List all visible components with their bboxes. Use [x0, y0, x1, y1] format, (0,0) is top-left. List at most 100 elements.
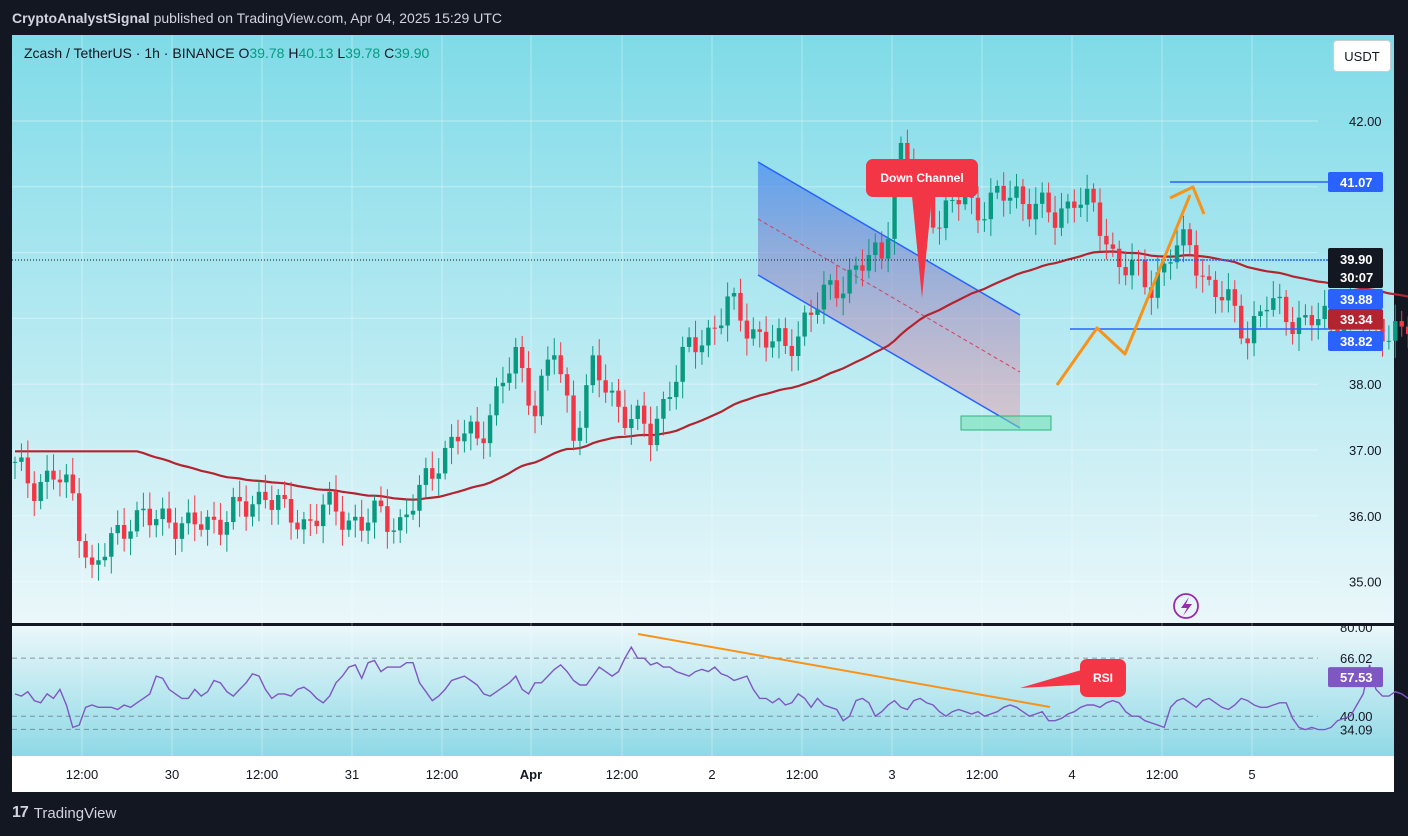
rsi-level-label: 80.00: [1340, 620, 1373, 635]
candle-body: [597, 355, 602, 381]
candle-body: [1213, 279, 1218, 297]
candle-body: [243, 501, 249, 517]
candle-body: [449, 436, 454, 448]
candle-body: [109, 533, 114, 557]
time-tick-label: 3: [888, 767, 895, 782]
channel-upper-line: [757, 161, 1021, 316]
candle-body: [706, 327, 711, 346]
candle-body: [404, 514, 409, 518]
candle-body: [44, 470, 50, 482]
candle-body: [1072, 201, 1077, 208]
resistance-price-label-badge: [1328, 172, 1383, 192]
publish-info: published on TradingView.com, Apr 04, 20…: [153, 10, 503, 26]
candle-body: [789, 345, 795, 357]
candle-body: [372, 500, 377, 523]
candle-body: [654, 418, 660, 446]
candle-body: [481, 438, 486, 444]
candle-body: [892, 187, 897, 239]
candle-body: [423, 468, 429, 485]
candle-body: [57, 479, 63, 483]
tradingview-logo-icon[interactable]: 17: [12, 804, 29, 821]
candle-body: [808, 312, 814, 315]
time-tick-label: 12:00: [426, 767, 459, 782]
currency-button[interactable]: USDT: [1333, 40, 1391, 72]
candle-body: [1258, 311, 1263, 317]
candle-body: [1399, 321, 1404, 327]
candle-body: [160, 508, 165, 520]
candle-body: [1393, 321, 1398, 341]
candle-body: [83, 540, 88, 558]
candle-body: [410, 510, 416, 515]
high-label: H: [288, 45, 299, 61]
price-tick-label: 35.00: [1349, 575, 1382, 590]
candle-body: [982, 219, 987, 221]
candle-body: [346, 520, 352, 530]
candle-body: [205, 516, 210, 530]
candle-body: [269, 500, 274, 510]
candle-body: [475, 421, 480, 439]
candle-body: [783, 328, 788, 346]
candle-body: [353, 516, 358, 521]
candle-body: [776, 328, 782, 342]
candle-body: [256, 491, 262, 505]
candle-body: [1219, 296, 1225, 301]
footer-brand[interactable]: TradingView: [33, 804, 117, 822]
candle-body: [1014, 186, 1019, 198]
candle-body: [1007, 197, 1013, 201]
candle-body: [1155, 272, 1160, 298]
candle-body: [796, 336, 801, 357]
candle-body: [186, 512, 191, 524]
time-tick-label: 12:00: [966, 767, 999, 782]
candle-body: [32, 483, 37, 502]
current-price-badge: [1328, 248, 1383, 288]
candle-body: [500, 382, 506, 387]
candle-body: [320, 504, 326, 527]
candle-body: [840, 293, 846, 299]
publisher-name[interactable]: CryptoAnalystSignal: [12, 10, 150, 26]
time-tick-label: 12:00: [246, 767, 279, 782]
candle-body: [1322, 305, 1327, 320]
price-tick-label: 38.00: [1349, 377, 1382, 392]
candle-body: [263, 491, 268, 501]
support-zone: [960, 415, 1052, 431]
candle-body: [327, 491, 332, 505]
rsi-callout-pointer: [1020, 666, 1095, 688]
candle-body: [218, 519, 223, 535]
candle-body: [1296, 317, 1302, 335]
rsi-line: [14, 645, 1408, 731]
down-channel: [757, 161, 1052, 431]
candle-body: [564, 374, 570, 396]
candle-body: [38, 481, 43, 502]
candle-body: [1052, 212, 1058, 228]
time-tick-label: 4: [1068, 767, 1075, 782]
symbol-name[interactable]: Zcash / TetherUS · 1h · BINANCE: [24, 45, 235, 61]
candle-body: [462, 433, 467, 442]
candle-body: [1168, 262, 1173, 264]
candle-body: [192, 512, 197, 525]
candle-body: [1033, 203, 1038, 220]
projection-path: [1055, 194, 1192, 386]
candle-body: [64, 474, 69, 483]
candle-body: [378, 500, 384, 507]
candle-body: [590, 355, 595, 386]
candle-body: [622, 406, 628, 429]
current-price-label: 39.90: [1340, 252, 1373, 267]
candle-body: [609, 390, 615, 393]
candle-body: [988, 192, 994, 220]
down-channel-label: Down Channel: [880, 171, 963, 185]
candle-body: [847, 269, 852, 294]
low-value: 39.78: [345, 45, 381, 61]
candle-body: [19, 457, 24, 462]
low-label: L: [337, 45, 346, 61]
callout-pointer: [912, 196, 932, 298]
candle-body: [661, 398, 666, 419]
time-axis-bg: [12, 756, 1394, 792]
callout-box: [866, 159, 978, 197]
candle-body: [333, 491, 339, 512]
price-tick-label: 42.00: [1349, 114, 1382, 129]
candle-body: [577, 427, 583, 441]
candle-body: [834, 280, 839, 299]
candle-body: [1129, 259, 1135, 276]
candle-body: [89, 557, 95, 565]
